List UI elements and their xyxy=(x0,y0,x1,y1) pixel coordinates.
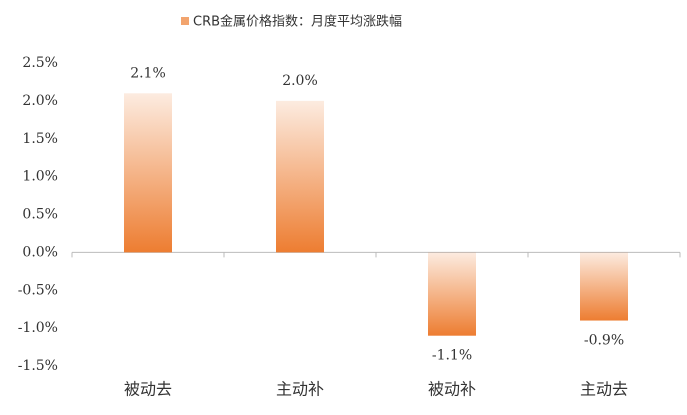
y-tick-label: 1.5% xyxy=(22,131,58,147)
y-tick-label: 2.5% xyxy=(22,55,58,71)
bar xyxy=(124,93,172,253)
legend-swatch xyxy=(181,17,189,25)
x-tick-label: 主动补 xyxy=(276,380,324,399)
y-tick-label: 0.0% xyxy=(22,244,58,260)
y-tick-label: -1.5% xyxy=(18,358,58,374)
value-label: 2.0% xyxy=(282,73,318,89)
bar xyxy=(276,100,324,253)
y-tick-label: 2.0% xyxy=(22,93,58,109)
x-tick-label: 主动去 xyxy=(580,380,628,399)
legend-label: CRB金属价格指数：月度平均涨跌幅 xyxy=(193,14,402,30)
y-tick-label: -0.5% xyxy=(18,282,58,298)
bar xyxy=(580,252,628,321)
value-label: 2.1% xyxy=(130,65,166,81)
y-tick-label: -1.0% xyxy=(18,320,58,336)
value-label: -1.1% xyxy=(432,348,472,364)
y-tick-label: 1.0% xyxy=(22,169,58,185)
value-label: -0.9% xyxy=(584,333,624,349)
bar xyxy=(428,252,476,336)
y-tick-label: 0.5% xyxy=(22,207,58,223)
x-tick-label: 被动去 xyxy=(124,380,172,399)
x-tick-label: 被动补 xyxy=(428,380,476,399)
